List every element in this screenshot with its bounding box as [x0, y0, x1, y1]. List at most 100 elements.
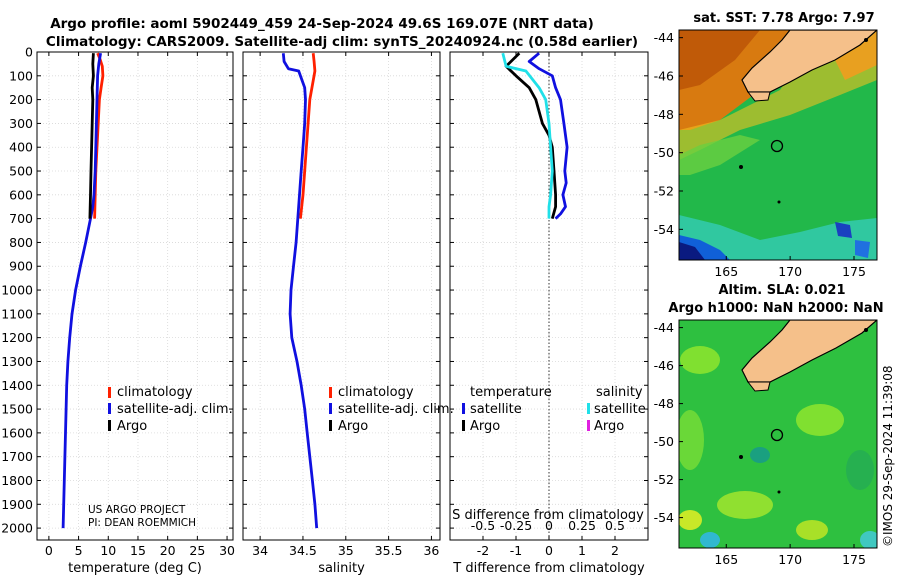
s-tick-label: 0.5	[605, 518, 625, 533]
y-tick-label: 0	[25, 45, 33, 60]
legend-title-salinity: salinity	[596, 385, 643, 400]
x-tick-label: 25	[189, 543, 205, 558]
legend-swatch-argo	[329, 420, 332, 431]
legend-label-climatology: climatology	[117, 385, 193, 400]
x-tick-label: 35.5	[375, 543, 403, 558]
legend-label-climatology: climatology	[338, 385, 414, 400]
legend-label-argo: Argo	[117, 419, 147, 434]
legend-label-s-argo: Argo	[594, 419, 624, 434]
x-tick-label: 1	[578, 543, 586, 558]
series-line-satellite-adj-clim-	[61, 52, 102, 529]
x-tick-label: 35	[338, 543, 354, 558]
map-x-tick-label: 175	[842, 264, 866, 279]
s-tick-label: -0.25	[500, 518, 532, 533]
x-tick-label: 10	[100, 543, 116, 558]
map-x-tick-label: 170	[778, 264, 802, 279]
map-y-tick-label: -46	[654, 358, 674, 373]
map-y-tick-label: -44	[654, 320, 674, 335]
x-tick-label: 0	[545, 543, 553, 558]
legend-swatch-s-argo	[587, 420, 590, 431]
map-y-tick-label: -44	[654, 30, 674, 45]
x-tick-label: 20	[160, 543, 176, 558]
sst-map-axes: -44 -46 -48 -50 -52 -54 165 170 175	[654, 30, 866, 279]
x-tick-label: 5	[75, 543, 83, 558]
legend-swatch-satellite	[108, 403, 111, 414]
s-difference-axis-label: S difference from climatology	[452, 508, 644, 523]
x-axis-label: temperature (deg C)	[68, 561, 202, 576]
salinity-plot: 34 34.5 35 35.5 36 salinity	[242, 51, 441, 576]
y-tick-label: 1300	[1, 354, 33, 369]
s-tick-label: 0.25	[568, 518, 596, 533]
difference-legend: temperature salinity satellite Argo sate…	[462, 385, 646, 434]
y-tick-label: 1500	[1, 402, 33, 417]
sla-map: Altim. SLA: 0.021 Argo h1000: NaN h2000:…	[654, 283, 884, 567]
map-x-tick-label: 175	[842, 552, 866, 567]
temperature-legend: climatology satellite-adj. clim. Argo	[108, 385, 233, 434]
legend-swatch-climatology	[329, 387, 332, 398]
map-y-tick-label: -48	[654, 396, 674, 411]
salinity-legend: climatology satellite-adj. clim. Argo	[329, 385, 454, 434]
legend-swatch-s-satellite	[587, 403, 590, 414]
y-tick-label: 1800	[1, 473, 33, 488]
legend-label-s-satellite: satellite	[594, 402, 646, 417]
legend-swatch-t-argo	[462, 420, 465, 431]
y-tick-label: 1900	[1, 497, 33, 512]
map-x-tick-label: 165	[714, 264, 738, 279]
x-tick-label: 36	[423, 543, 439, 558]
series-line-satellite-adj-clim-	[281, 53, 319, 529]
header-title-line1: Argo profile: aoml 5902449_459 24-Sep-20…	[50, 16, 594, 32]
x-tick-label: 30	[219, 543, 235, 558]
map-y-tick-label: -48	[654, 107, 674, 122]
legend-title-temperature: temperature	[470, 385, 552, 400]
x-axis-label: salinity	[318, 561, 365, 576]
series-line-climatology	[299, 53, 317, 219]
sla-map-title-line2: Argo h1000: NaN h2000: NaN	[668, 301, 883, 316]
y-tick-label: 200	[9, 92, 33, 107]
plot-frame	[36, 51, 234, 541]
sla-map-axes: -44 -46 -48 -50 -52 -54 165 170 175	[654, 320, 866, 567]
series-line-t-satellite	[527, 52, 569, 220]
s-tick-label: -0.5	[471, 518, 495, 533]
y-tick-label: 700	[9, 211, 33, 226]
sla-map-title-line1: Altim. SLA: 0.021	[719, 283, 846, 298]
map-y-tick-label: -46	[654, 69, 674, 84]
x-tick-label: 34	[252, 543, 268, 558]
map-y-tick-label: -54	[654, 510, 674, 525]
y-tick-label: 1200	[1, 330, 33, 345]
legend-swatch-t-satellite	[462, 403, 465, 414]
x-tick-label: 0	[45, 543, 53, 558]
legend-label-t-argo: Argo	[470, 419, 500, 434]
difference-plot: -2 -1 0 1 2 -0.5 -0.25 0 0.25 0.5 T difference fro…	[449, 51, 649, 576]
y-tick-label: 500	[9, 164, 33, 179]
x-tick-label: 15	[130, 543, 146, 558]
x-tick-label: 34.5	[289, 543, 317, 558]
legend-label-argo: Argo	[338, 419, 368, 434]
x-tick-label: -2	[477, 543, 489, 558]
series-line-argo	[88, 53, 95, 219]
imos-watermark: ©IMOS 29-Sep-2024 11:39:08	[881, 365, 895, 547]
map-x-tick-label: 170	[778, 552, 802, 567]
legend-label-t-satellite: satellite	[470, 402, 522, 417]
map-y-tick-label: -50	[654, 145, 674, 160]
y-tick-label: 900	[9, 259, 33, 274]
temperature-plot: 0100200300400500600700800900100011001200…	[1, 45, 235, 577]
x-tick-label: 2	[611, 543, 619, 558]
map-y-tick-label: -50	[654, 434, 674, 449]
legend-label-satellite: satellite-adj. clim.	[338, 402, 454, 417]
legend-swatch-climatology	[108, 387, 111, 398]
y-tick-label: 2000	[1, 521, 33, 536]
project-annotation-line2: PI: DEAN ROEMMICH	[88, 517, 196, 529]
x-tick-label: -1	[510, 543, 522, 558]
sst-map: sat. SST: 7.78 Argo: 7.97 -44 -46 -48 -50 -5…	[654, 11, 878, 279]
sst-map-title: sat. SST: 7.78 Argo: 7.97	[693, 11, 874, 26]
legend-swatch-argo	[108, 420, 111, 431]
y-tick-label: 1400	[1, 378, 33, 393]
y-tick-label: 400	[9, 140, 33, 155]
map-x-tick-label: 165	[714, 552, 738, 567]
legend-label-satellite: satellite-adj. clim.	[117, 402, 233, 417]
y-tick-label: 600	[9, 187, 33, 202]
y-tick-label: 800	[9, 235, 33, 250]
y-tick-label: 1100	[1, 306, 33, 321]
legend-swatch-satellite	[329, 403, 332, 414]
